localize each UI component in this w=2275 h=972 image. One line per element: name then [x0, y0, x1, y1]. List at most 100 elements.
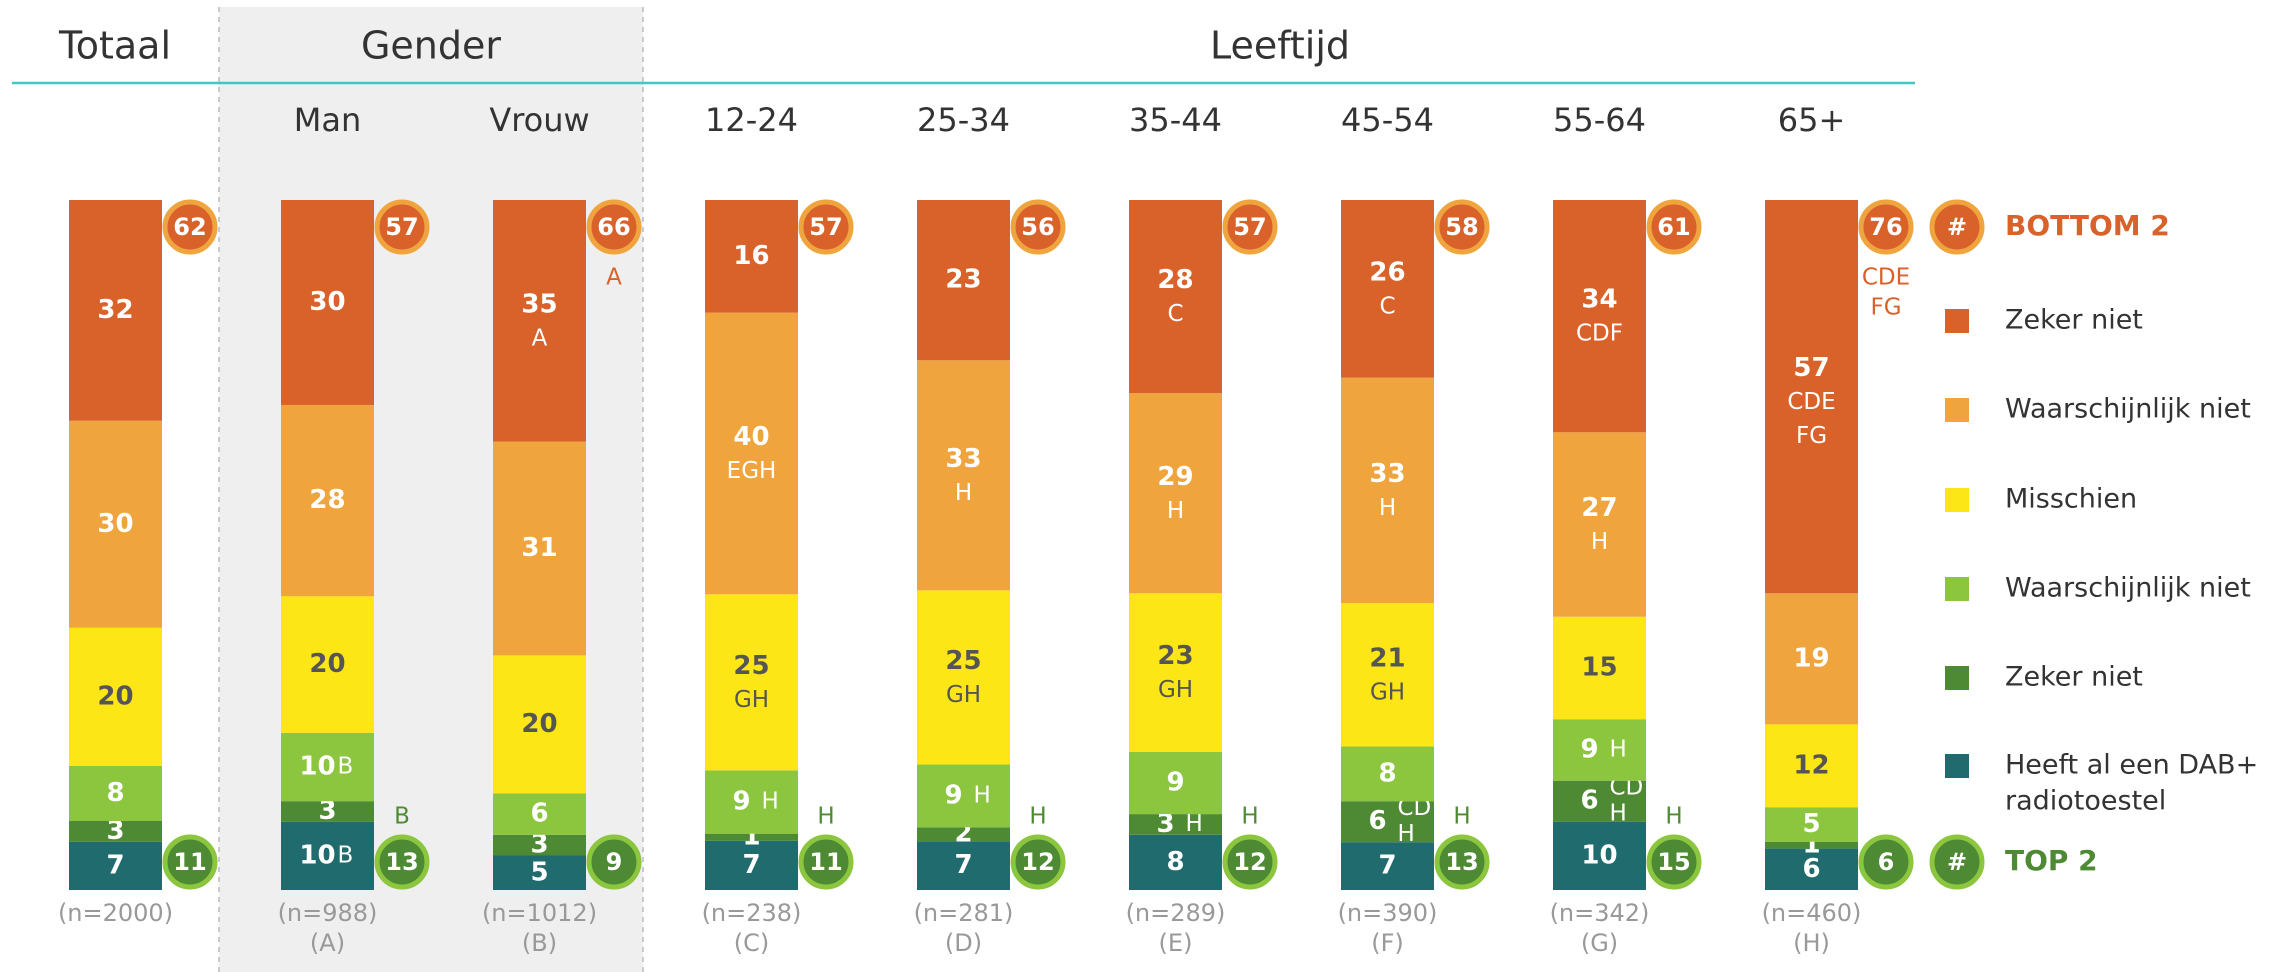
value-label: 30 [309, 287, 345, 317]
significance-label: H [1186, 811, 1203, 837]
value-label: 5 [530, 857, 548, 887]
top2-significance: H [1029, 804, 1046, 830]
value-label: 5 [1802, 809, 1820, 839]
bar-segment [1341, 842, 1434, 890]
bar-segment [705, 833, 798, 841]
bottom2-value: 62 [173, 213, 206, 241]
top2-value: 13 [385, 848, 418, 876]
value-label: 57 [1793, 353, 1829, 383]
bar-segment [1765, 593, 1858, 725]
group-header: Totaal [58, 24, 171, 68]
bar-segment [1765, 841, 1858, 849]
legend-symbol: # [1947, 213, 1967, 241]
category-label: 35-44 [1129, 101, 1222, 139]
significance-label: GH [946, 682, 981, 708]
bar-segment [1553, 200, 1646, 433]
value-label: 27 [1581, 493, 1617, 523]
value-label: 6 [1368, 806, 1386, 836]
bar-segment [1129, 814, 1222, 835]
top2-significance: B [394, 804, 410, 830]
significance-label: H [1167, 498, 1184, 524]
sample-size: (n=390) [1338, 899, 1438, 927]
bar-segment [1765, 200, 1858, 594]
value-label: 6 [1802, 854, 1820, 884]
bottom2-significance: FG [1870, 295, 1901, 321]
significance-label: B [338, 754, 354, 780]
value-label: 23 [1157, 641, 1193, 671]
significance-label: H [974, 782, 991, 808]
category-label: 55-64 [1553, 101, 1646, 139]
value-label: 3 [318, 796, 336, 826]
sample-size: (n=2000) [58, 899, 173, 927]
significance-label: H [955, 480, 972, 506]
sample-size: (n=238) [702, 899, 802, 927]
legend-swatch [1945, 754, 1969, 778]
legend-swatch [1945, 488, 1969, 512]
legend-symbol: # [1947, 848, 1967, 876]
value-label: 26 [1369, 257, 1405, 287]
column-letter: (A) [310, 929, 345, 957]
value-label: 21 [1369, 643, 1405, 673]
bar-segment [493, 441, 586, 656]
bottom2-badge [1222, 199, 1278, 255]
bar-segment [69, 821, 162, 842]
value-label: 9 [944, 780, 962, 810]
value-label: 31 [521, 533, 557, 563]
top2-value: 11 [809, 848, 842, 876]
value-label: 16 [733, 241, 769, 271]
top2-badge [1010, 834, 1066, 890]
significance-label: H [1379, 495, 1396, 521]
value-label: 25 [945, 646, 981, 676]
value-label: 3 [530, 830, 548, 860]
bar-segment [69, 765, 162, 821]
value-label: 7 [954, 850, 972, 880]
legend-label: Waarschijnlijk niet [2005, 394, 2251, 425]
value-label: 33 [1369, 459, 1405, 489]
value-label: 6 [530, 799, 548, 829]
top2-badge [586, 834, 642, 890]
bar-segment [69, 627, 162, 766]
top2-badge [1646, 834, 1702, 890]
bottom2-value: 76 [1869, 213, 1902, 241]
significance-label: GH [1158, 677, 1193, 703]
legend-swatch [1945, 666, 1969, 690]
sample-size: (n=1012) [482, 899, 597, 927]
value-label: 19 [1793, 643, 1829, 673]
bar-segment [917, 200, 1010, 361]
bar-segment [1765, 848, 1858, 890]
bar-segment [705, 770, 798, 834]
bar-segment [1129, 200, 1222, 394]
value-label: 34 [1581, 285, 1617, 315]
bottom2-badge [162, 199, 218, 255]
bar-segment [281, 801, 374, 822]
value-label: 12 [1793, 750, 1829, 780]
legend-label: Waarschijnlijk niet [2005, 573, 2251, 604]
bottom2-value: 58 [1445, 213, 1478, 241]
top2-value: 15 [1657, 848, 1690, 876]
top2-value: 13 [1445, 848, 1478, 876]
bar-segment [493, 855, 586, 890]
group-header: Gender [361, 24, 501, 68]
significance-label: H [1610, 736, 1627, 762]
bar-segment [281, 404, 374, 597]
top2-badge [1434, 834, 1490, 890]
value-label: 23 [945, 265, 981, 295]
value-label: 7 [742, 850, 760, 880]
value-label: 8 [1166, 847, 1184, 877]
bar-segment [917, 590, 1010, 765]
bottom2-badge [1858, 199, 1914, 255]
bottom2-badge [1010, 199, 1066, 255]
top2-significance: H [817, 804, 834, 830]
significance-label: H [762, 788, 779, 814]
significance-label: H [1591, 529, 1608, 555]
bar-segment [1129, 752, 1222, 815]
bottom2-value: 57 [809, 213, 842, 241]
sample-size: (n=342) [1550, 899, 1650, 927]
sample-size: (n=460) [1762, 899, 1862, 927]
bar-segment [281, 821, 374, 890]
value-label: 40 [733, 422, 769, 452]
value-label: 9 [1166, 768, 1184, 798]
top2-significance: H [1241, 804, 1258, 830]
bar-segment [917, 360, 1010, 591]
bottom2-badge [1434, 199, 1490, 255]
